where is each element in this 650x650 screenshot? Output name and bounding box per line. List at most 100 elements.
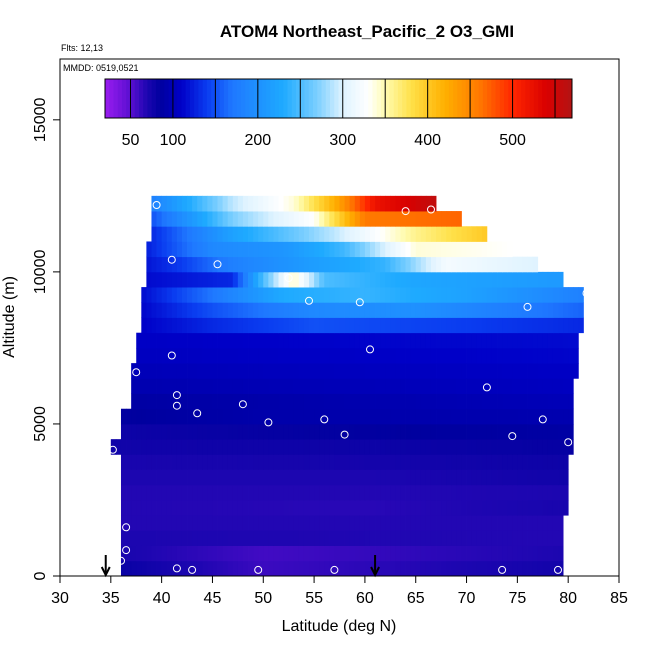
heatmap-cell bbox=[522, 499, 528, 516]
heatmap-cell bbox=[369, 347, 376, 364]
heatmap-cell bbox=[217, 530, 224, 546]
heatmap-cell bbox=[359, 302, 366, 318]
heatmap-cell bbox=[161, 408, 168, 425]
heatmap-cell bbox=[385, 545, 391, 562]
heatmap-cell bbox=[192, 256, 198, 273]
heatmap-cell bbox=[314, 271, 320, 288]
heatmap-cell bbox=[522, 530, 528, 546]
heatmap-cell bbox=[314, 256, 320, 273]
heatmap-cell bbox=[344, 256, 351, 273]
heatmap-cell bbox=[126, 423, 132, 440]
heatmap-cell bbox=[248, 211, 254, 227]
heatmap-cell bbox=[547, 287, 554, 303]
heatmap-cell bbox=[405, 530, 412, 546]
heatmap-cell bbox=[197, 439, 203, 455]
heatmap-cell bbox=[512, 515, 518, 531]
heatmap-cell bbox=[187, 363, 193, 379]
heatmap-cell bbox=[466, 545, 473, 562]
heatmap-cell bbox=[568, 302, 574, 318]
heatmap-cell bbox=[527, 484, 534, 501]
heatmap-cell bbox=[502, 271, 508, 288]
heatmap-cell bbox=[420, 530, 427, 546]
heatmap-cell bbox=[298, 439, 305, 455]
heatmap-cell bbox=[329, 302, 335, 318]
colorbar-segment bbox=[538, 79, 543, 118]
heatmap-cell bbox=[253, 195, 259, 212]
heatmap-cell bbox=[446, 423, 452, 440]
heatmap-cell bbox=[441, 363, 447, 379]
heatmap-cell bbox=[237, 256, 244, 273]
heatmap-cell bbox=[156, 545, 163, 562]
heatmap-cell bbox=[197, 332, 203, 349]
heatmap-cell bbox=[161, 363, 168, 379]
heatmap-cell bbox=[568, 439, 574, 455]
heatmap-cell bbox=[197, 423, 203, 440]
heatmap-cell bbox=[405, 211, 412, 227]
heatmap-cell bbox=[446, 347, 452, 364]
heatmap-cell bbox=[578, 302, 584, 318]
heatmap-cell bbox=[486, 454, 493, 470]
heatmap-cell bbox=[237, 545, 244, 562]
heatmap-cell bbox=[380, 271, 386, 288]
heatmap-cell bbox=[248, 363, 254, 379]
heatmap-cell bbox=[232, 256, 239, 273]
heatmap-cell bbox=[141, 530, 147, 546]
heatmap-cell bbox=[156, 195, 163, 212]
heatmap-cell bbox=[268, 287, 274, 303]
heatmap-cell bbox=[405, 499, 412, 516]
heatmap-cell bbox=[120, 408, 127, 425]
heatmap-cell bbox=[349, 378, 356, 394]
heatmap-cell bbox=[176, 378, 183, 394]
heatmap-cell bbox=[349, 195, 356, 212]
heatmap-cell bbox=[151, 363, 157, 379]
heatmap-cell bbox=[227, 287, 234, 303]
heatmap-cell bbox=[430, 499, 437, 516]
heatmap-cell bbox=[273, 423, 279, 440]
heatmap-cell bbox=[415, 515, 422, 531]
heatmap-cell bbox=[187, 226, 193, 242]
heatmap-cell bbox=[283, 378, 290, 394]
heatmap-cell bbox=[390, 469, 396, 486]
heatmap-cell bbox=[558, 515, 564, 531]
heatmap-cell bbox=[273, 317, 279, 334]
heatmap-cell bbox=[324, 211, 330, 227]
y-tick-label: 0 bbox=[32, 571, 49, 580]
heatmap-cell bbox=[369, 332, 376, 349]
heatmap-cell bbox=[497, 302, 503, 318]
heatmap-cell bbox=[339, 195, 345, 212]
heatmap-cell bbox=[207, 195, 213, 212]
heatmap-cell bbox=[456, 423, 462, 440]
heatmap-cell bbox=[288, 454, 295, 470]
heatmap-cell bbox=[161, 226, 168, 242]
colorbar-segment bbox=[542, 79, 547, 118]
heatmap-cell bbox=[207, 469, 213, 486]
heatmap-cell bbox=[502, 454, 508, 470]
heatmap-cell bbox=[166, 545, 173, 562]
heatmap-cell bbox=[451, 347, 457, 364]
heatmap-cell bbox=[166, 484, 173, 501]
heatmap-cell bbox=[156, 287, 163, 303]
heatmap-cell bbox=[512, 530, 518, 546]
sample-point bbox=[108, 445, 117, 454]
heatmap-cell bbox=[176, 226, 183, 242]
heatmap-cell bbox=[395, 560, 401, 577]
heatmap-cell bbox=[283, 393, 290, 410]
heatmap-cell bbox=[202, 363, 208, 379]
heatmap-cell bbox=[161, 499, 168, 516]
heatmap-cell bbox=[253, 332, 259, 349]
heatmap-cell bbox=[481, 530, 488, 546]
heatmap-cell bbox=[552, 408, 559, 425]
heatmap-cell bbox=[359, 515, 366, 531]
heatmap-cell bbox=[288, 469, 295, 486]
heatmap-cell bbox=[263, 332, 269, 349]
heatmap-cell bbox=[309, 515, 315, 531]
heatmap-cell bbox=[339, 363, 345, 379]
heatmap-cell bbox=[120, 515, 127, 531]
heatmap-cell bbox=[222, 271, 229, 288]
colorbar-segment bbox=[279, 79, 284, 118]
colorbar-segment bbox=[550, 79, 556, 118]
sample-point bbox=[355, 298, 364, 307]
heatmap-cell bbox=[359, 256, 366, 273]
heatmap-cell bbox=[420, 363, 427, 379]
heatmap-cell bbox=[192, 378, 198, 394]
